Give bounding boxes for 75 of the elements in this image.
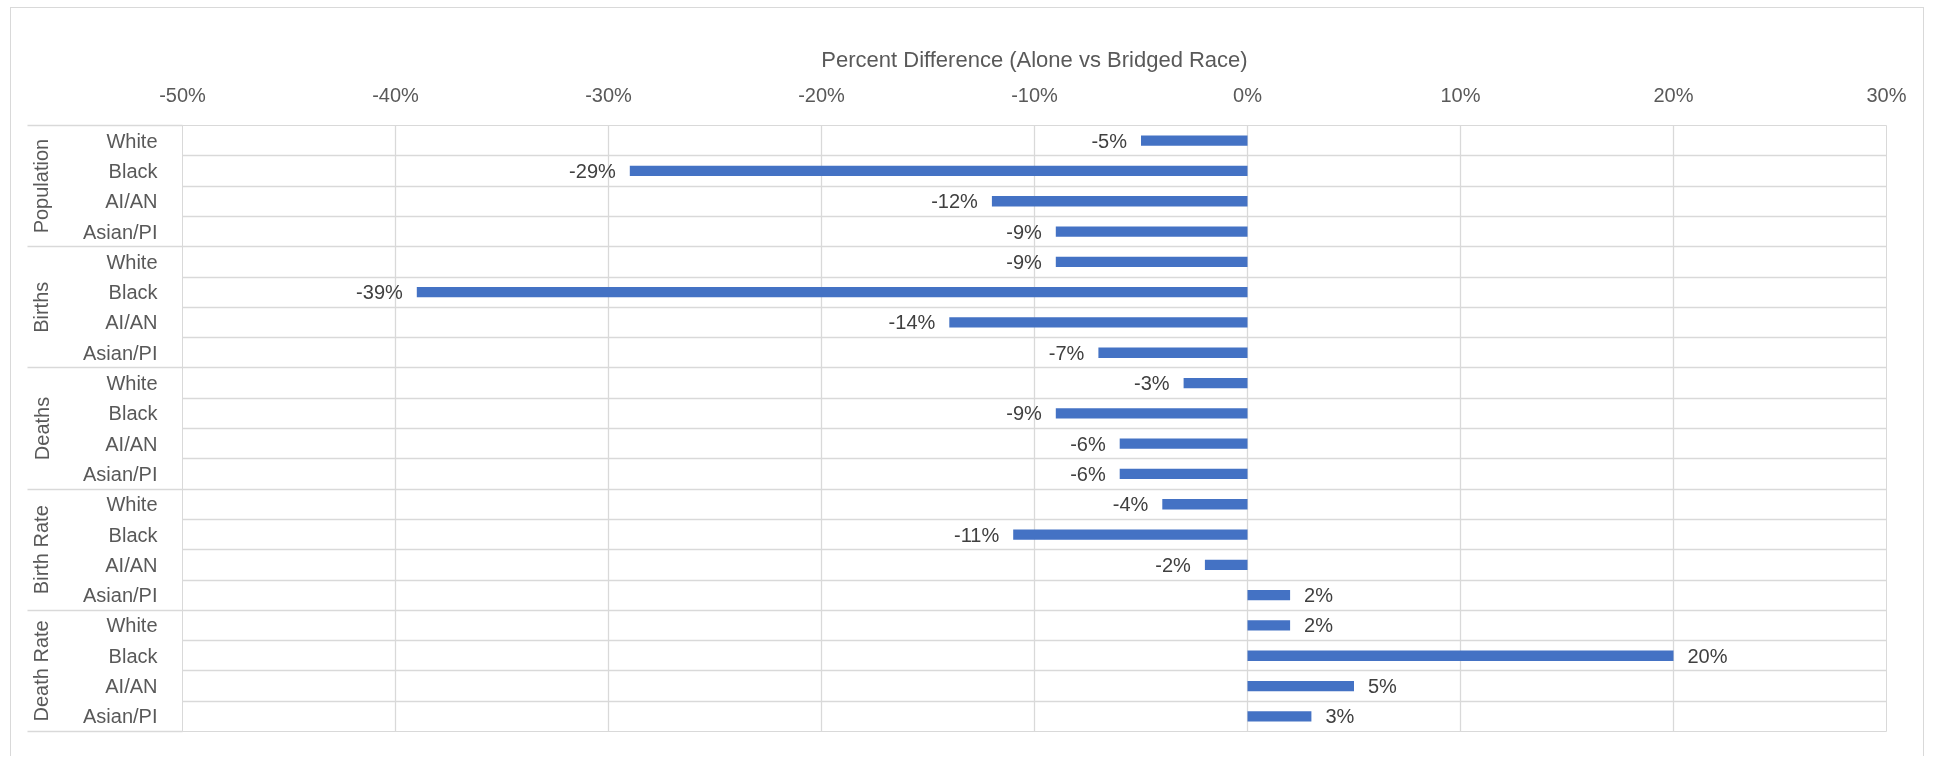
data-label: 2% xyxy=(1304,614,1334,637)
bar xyxy=(1119,438,1248,449)
y-tick-label: Black xyxy=(108,159,159,182)
text: Death Rate xyxy=(30,620,53,722)
text: Deaths xyxy=(30,396,53,461)
x-tick-label: 10% xyxy=(1440,83,1481,106)
bar xyxy=(1247,650,1674,661)
data-label: 2% xyxy=(1304,584,1334,607)
bar xyxy=(1247,680,1354,692)
data-label: -3% xyxy=(1134,372,1170,395)
y-tick-label: White xyxy=(106,129,158,152)
bar xyxy=(1247,711,1312,722)
y-tick-label: White xyxy=(106,250,158,273)
data-label: 5% xyxy=(1368,675,1398,698)
data-label: -5% xyxy=(1091,129,1128,152)
text: Birth Rate xyxy=(30,505,53,595)
data-label: 20% xyxy=(1687,644,1728,667)
y-tick-label: Asian/PI xyxy=(83,462,158,485)
bar xyxy=(416,287,1248,298)
data-label: -9% xyxy=(1006,220,1043,243)
y-tick-label: White xyxy=(106,493,158,516)
data-label: -6% xyxy=(1070,432,1106,455)
x-tick-label: -20% xyxy=(798,83,846,106)
y-tick-label: AI/AN xyxy=(105,311,158,334)
data-label: -7% xyxy=(1048,341,1085,364)
y-tick-label: Black xyxy=(108,402,159,425)
y-tick-label: Asian/PI xyxy=(83,341,158,364)
bar xyxy=(949,317,1248,328)
y-tick-label: Black xyxy=(108,281,159,304)
data-label: -6% xyxy=(1070,462,1106,485)
x-tick-label: 20% xyxy=(1653,83,1694,106)
bar xyxy=(991,196,1248,207)
data-label: -39% xyxy=(356,281,404,304)
y-tick-label: Asian/PI xyxy=(83,220,158,243)
bar xyxy=(1162,499,1248,510)
bar xyxy=(1013,529,1248,540)
x-tick-label: -50% xyxy=(159,83,207,106)
x-tick-label: -10% xyxy=(1011,83,1059,106)
bar xyxy=(1247,590,1291,601)
y-tick-label: Asian/PI xyxy=(83,705,158,728)
bar xyxy=(1055,226,1248,237)
data-label: -9% xyxy=(1006,250,1043,273)
bar xyxy=(1141,135,1248,146)
data-label: -4% xyxy=(1112,493,1149,516)
bar xyxy=(629,165,1248,177)
y-tick-label: White xyxy=(106,372,158,395)
data-label: -29% xyxy=(569,159,617,182)
data-label: -2% xyxy=(1155,553,1192,576)
x-tick-label: 30% xyxy=(1866,83,1907,106)
y-tick-label: White xyxy=(106,614,158,637)
y-tick-label: AI/AN xyxy=(105,432,158,455)
y-tick-label: Black xyxy=(108,523,159,546)
x-axis-title: Percent Difference (Alone vs Bridged Race) xyxy=(821,46,1248,72)
data-label: 3% xyxy=(1325,705,1355,728)
bar xyxy=(1098,347,1248,358)
y-tick-label: AI/AN xyxy=(105,553,158,576)
text: Population xyxy=(30,138,53,234)
data-label: -9% xyxy=(1006,402,1043,425)
y-tick-label: Asian/PI xyxy=(83,584,158,607)
x-tick-label: 0% xyxy=(1233,83,1263,106)
y-tick-label: AI/AN xyxy=(105,190,158,213)
data-label: -11% xyxy=(953,523,1000,546)
y-tick-label: AI/AN xyxy=(105,675,158,698)
data-label: -14% xyxy=(888,311,936,334)
bar xyxy=(1055,408,1248,419)
bar xyxy=(1183,377,1248,389)
bar xyxy=(1204,559,1248,570)
data-label: -12% xyxy=(931,190,979,213)
x-tick-label: -30% xyxy=(585,83,633,106)
bar xyxy=(1119,468,1248,480)
x-tick-label: -40% xyxy=(372,83,420,106)
y-tick-label: Black xyxy=(108,644,159,667)
bar xyxy=(1055,256,1248,267)
text: Births xyxy=(30,281,53,333)
bar xyxy=(1247,620,1291,631)
